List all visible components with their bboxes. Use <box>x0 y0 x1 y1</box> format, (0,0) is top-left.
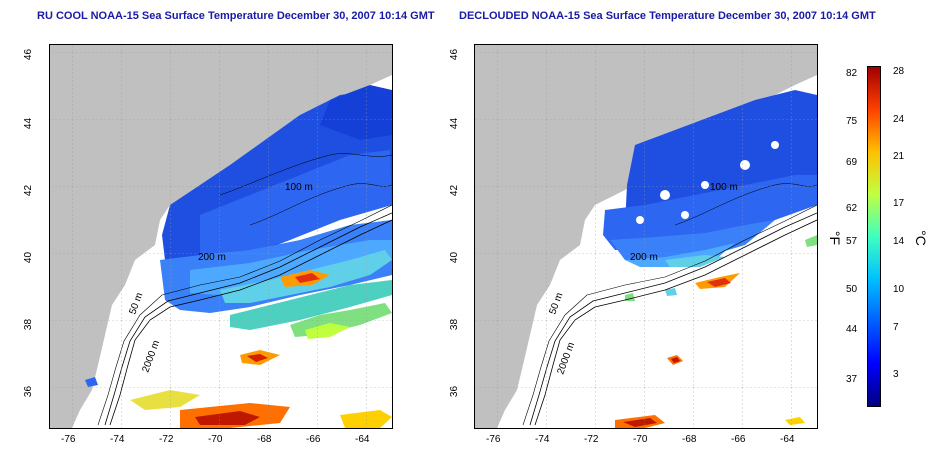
f-tick: 44 <box>846 324 858 335</box>
lat-tick: 38 <box>23 318 35 331</box>
lon-tick: -70 <box>633 434 648 445</box>
f-tick: 75 <box>846 116 858 127</box>
f-tick: 69 <box>846 157 858 168</box>
f-tick: 82 <box>846 68 858 79</box>
lat-tick: 40 <box>449 251 461 264</box>
c-tick: 24 <box>893 114 905 125</box>
lon-tick: -64 <box>780 434 795 445</box>
c-tick: 10 <box>893 284 905 295</box>
c-tick: 7 <box>893 322 899 333</box>
right-sst-map: 100 m 200 m 50 m 2000 m <box>475 45 817 428</box>
lat-tick: 42 <box>449 184 461 197</box>
lon-tick: -64 <box>355 434 370 445</box>
celsius-unit-label: °C <box>912 230 929 246</box>
f-tick: 50 <box>846 284 858 295</box>
lat-tick: 36 <box>449 385 461 398</box>
c-tick: 14 <box>893 236 905 247</box>
f-tick: 62 <box>846 203 858 214</box>
contour-label-100: 100 m <box>285 182 313 193</box>
lat-tick: 38 <box>449 318 461 331</box>
f-tick: 57 <box>846 236 858 247</box>
lon-tick: -76 <box>486 434 501 445</box>
contour-label-200: 200 m <box>198 252 226 263</box>
lon-tick: -68 <box>682 434 697 445</box>
contour-label-200: 200 m <box>630 252 658 263</box>
temperature-colorbar <box>867 66 881 407</box>
lon-tick: -74 <box>110 434 125 445</box>
right-map-title: DECLOUDED NOAA-15 Sea Surface Temperatur… <box>459 10 876 22</box>
lon-tick: -68 <box>257 434 272 445</box>
left-sst-map: 100 m 200 m 50 m 2000 m <box>50 45 392 428</box>
lat-tick: 46 <box>23 48 35 61</box>
lon-tick: -74 <box>535 434 550 445</box>
fahrenheit-unit-label: °F <box>827 230 844 246</box>
lat-tick: 44 <box>23 117 35 130</box>
c-tick: 3 <box>893 369 899 380</box>
c-tick: 17 <box>893 198 905 209</box>
lat-tick: 44 <box>449 117 461 130</box>
lat-tick: 42 <box>23 184 35 197</box>
c-tick: 21 <box>893 151 905 162</box>
lon-tick: -70 <box>208 434 223 445</box>
lat-tick: 46 <box>449 48 461 61</box>
left-map-title: RU COOL NOAA-15 Sea Surface Temperature … <box>37 10 435 22</box>
f-tick: 37 <box>846 374 858 385</box>
lon-tick: -66 <box>306 434 321 445</box>
lon-tick: -72 <box>584 434 599 445</box>
c-tick: 28 <box>893 66 905 77</box>
contour-label-100: 100 m <box>710 182 738 193</box>
lon-tick: -76 <box>61 434 76 445</box>
lon-tick: -66 <box>731 434 746 445</box>
lat-tick: 36 <box>23 385 35 398</box>
lon-tick: -72 <box>159 434 174 445</box>
lat-tick: 40 <box>23 251 35 264</box>
